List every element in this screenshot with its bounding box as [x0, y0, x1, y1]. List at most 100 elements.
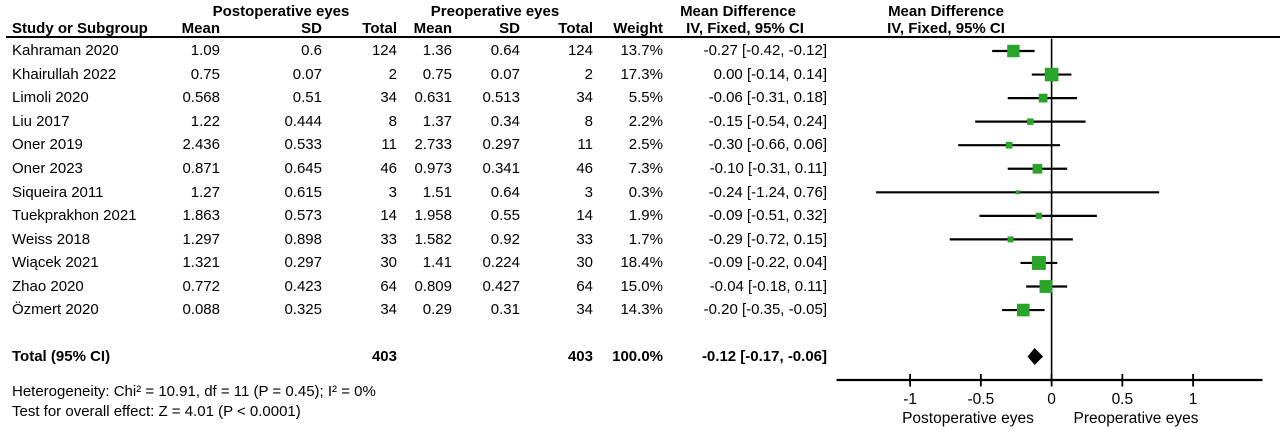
effect-marker [1007, 236, 1014, 243]
x-axis-tick-label: -1 [903, 391, 917, 408]
cell-total1: 14 [380, 207, 397, 225]
heterogeneity-text: Heterogeneity: Chi² = 10.91, df = 11 (P … [12, 383, 376, 400]
cell-sd2: 0.513 [482, 89, 520, 107]
effect-marker [1017, 303, 1030, 317]
cell-sd2: 0.64 [490, 183, 520, 201]
cell-sd2: 0.297 [482, 136, 520, 154]
table-row: Oner 2019 2.436 0.533 11 2.733 0.297 11 2.5% -0.… [12, 133, 827, 157]
cell-total1: 30 [380, 254, 397, 272]
cell-total1: 64 [380, 277, 397, 295]
cell-study: Wiącek 2021 [12, 254, 99, 272]
col-header-total2: Total [558, 20, 593, 37]
effect-marker [1038, 93, 1048, 103]
group-header-preoperative: Preoperative eyes [430, 3, 560, 20]
cell-weight: 7.3% [628, 160, 663, 177]
cell-total1: 34 [380, 301, 397, 319]
cell-ci: -0.06 [-0.31, 0.18] [708, 89, 827, 107]
study-rows: Kahraman 2020 1.09 0.6 124 1.36 0.64 124 13.7% -… [12, 39, 827, 322]
cell-total2: 14 [576, 207, 593, 225]
cell-sd2: 0.31 [490, 301, 520, 319]
x-axis-left-label: Postoperative eyes [902, 410, 1034, 427]
cell-mean1: 2.436 [182, 136, 220, 154]
cell-sd1: 0.615 [284, 183, 322, 201]
cell-study: Oner 2023 [12, 160, 83, 177]
table-row: Wiącek 2021 1.321 0.297 30 1.41 0.224 30 18.4% -… [12, 251, 827, 275]
summary-diamond [1027, 348, 1044, 365]
cell-mean2: 0.973 [414, 160, 452, 177]
cell-weight: 17.3% [620, 65, 663, 83]
cell-study: Kahraman 2020 [12, 42, 119, 60]
cell-mean2: 1.37 [422, 112, 452, 130]
effect-marker [1027, 118, 1034, 125]
effect-marker [1044, 67, 1059, 82]
cell-total-ci: -0.12 [-0.17, -0.06] [701, 347, 827, 365]
cell-ci: -0.09 [-0.22, 0.04] [708, 254, 827, 272]
cell-sd2: 0.92 [490, 230, 520, 248]
cell-total1: 3 [388, 183, 397, 201]
cell-total1: 33 [380, 230, 397, 248]
cell-weight: 1.7% [628, 230, 663, 248]
cell-study: Liu 2017 [12, 112, 70, 130]
cell-total2: 3 [584, 183, 593, 201]
table-row: Limoli 2020 0.568 0.51 34 0.631 0.513 34 5.5% -0… [12, 86, 827, 110]
cell-ci: -0.27 [-0.42, -0.12] [703, 42, 827, 60]
cell-sd2: 0.341 [482, 160, 520, 177]
cell-ci: -0.04 [-0.18, 0.11] [709, 277, 827, 295]
cell-total2: 2 [584, 65, 593, 83]
cell-sd2: 0.427 [482, 277, 520, 295]
header-rule [6, 36, 1280, 38]
cell-weight: 5.5% [628, 89, 663, 107]
table-row: Tuekprakhon 2021 1.863 0.573 14 1.958 0.55 14 1… [12, 204, 827, 228]
cell-mean1: 0.772 [182, 277, 220, 295]
effect-marker [1032, 163, 1043, 174]
table-row: Weiss 2018 1.297 0.898 33 1.582 0.92 33 1.7% -0.… [12, 227, 827, 251]
cell-sd2: 0.64 [490, 42, 520, 60]
cell-ci: -0.30 [-0.66, 0.06] [708, 136, 827, 154]
cell-mean2: 1.36 [422, 42, 452, 60]
cell-mean1: 1.09 [190, 42, 220, 60]
table-row: Siqueira 2011 1.27 0.615 3 1.51 0.64 3 0.3% -0.2… [12, 180, 827, 204]
cell-total2: 34 [576, 301, 593, 319]
col-header-study: Study or Subgroup [12, 20, 148, 37]
cell-mean2: 0.75 [422, 65, 452, 83]
cell-sd1: 0.645 [284, 160, 322, 177]
col-header-sd2: SD [499, 20, 520, 37]
table-row: Liu 2017 1.22 0.444 8 1.37 0.34 8 2.2% -0.15 [-0… [12, 110, 827, 134]
effect-marker [1005, 141, 1013, 149]
cell-total1: 124 [371, 42, 397, 60]
col-header-sd1: SD [301, 20, 322, 37]
cell-ci: -0.15 [-0.54, 0.24] [708, 112, 827, 130]
group-header-mean-difference-plot: Mean Difference [888, 3, 1004, 20]
cell-study: Özmert 2020 [12, 301, 99, 319]
effect-marker [1015, 190, 1020, 195]
cell-mean2: 1.51 [422, 183, 452, 201]
cell-ci: -0.10 [-0.31, 0.11] [709, 160, 827, 177]
cell-sd1: 0.07 [292, 65, 322, 83]
cell-mean1: 0.088 [182, 301, 220, 319]
group-header-mean-difference-text: Mean Difference [680, 3, 796, 20]
cell-study: Tuekprakhon 2021 [12, 207, 137, 225]
cell-sd1: 0.51 [292, 89, 322, 107]
col-header-ci-plot: IV, Fixed, 95% CI [887, 20, 1005, 37]
cell-ci: -0.09 [-0.51, 0.32] [708, 207, 827, 225]
cell-mean1: 1.321 [182, 254, 220, 272]
cell-total2: 124 [567, 42, 593, 60]
cell-ci: 0.00 [-0.14, 0.14] [713, 65, 827, 83]
cell-ci: -0.29 [-0.72, 0.15] [708, 230, 827, 248]
cell-mean1: 1.27 [190, 183, 220, 201]
cell-sd1: 0.325 [284, 301, 322, 319]
x-axis-tick-label: 0 [1047, 391, 1056, 408]
col-header-total1: Total [362, 20, 397, 37]
table-row: Kahraman 2020 1.09 0.6 124 1.36 0.64 124 13.7% -… [12, 39, 827, 63]
cell-total2: 64 [576, 277, 593, 295]
cell-mean2: 0.809 [414, 277, 452, 295]
cell-total-n-post: 403 [371, 347, 397, 365]
x-axis-tick-label: 0.5 [1112, 391, 1134, 408]
cell-ci: -0.24 [-1.24, 0.76] [708, 183, 827, 201]
cell-total-n-pre: 403 [567, 347, 593, 365]
cell-total1: 8 [388, 112, 397, 130]
cell-study: Khairullah 2022 [12, 65, 117, 83]
cell-total2: 33 [576, 230, 593, 248]
